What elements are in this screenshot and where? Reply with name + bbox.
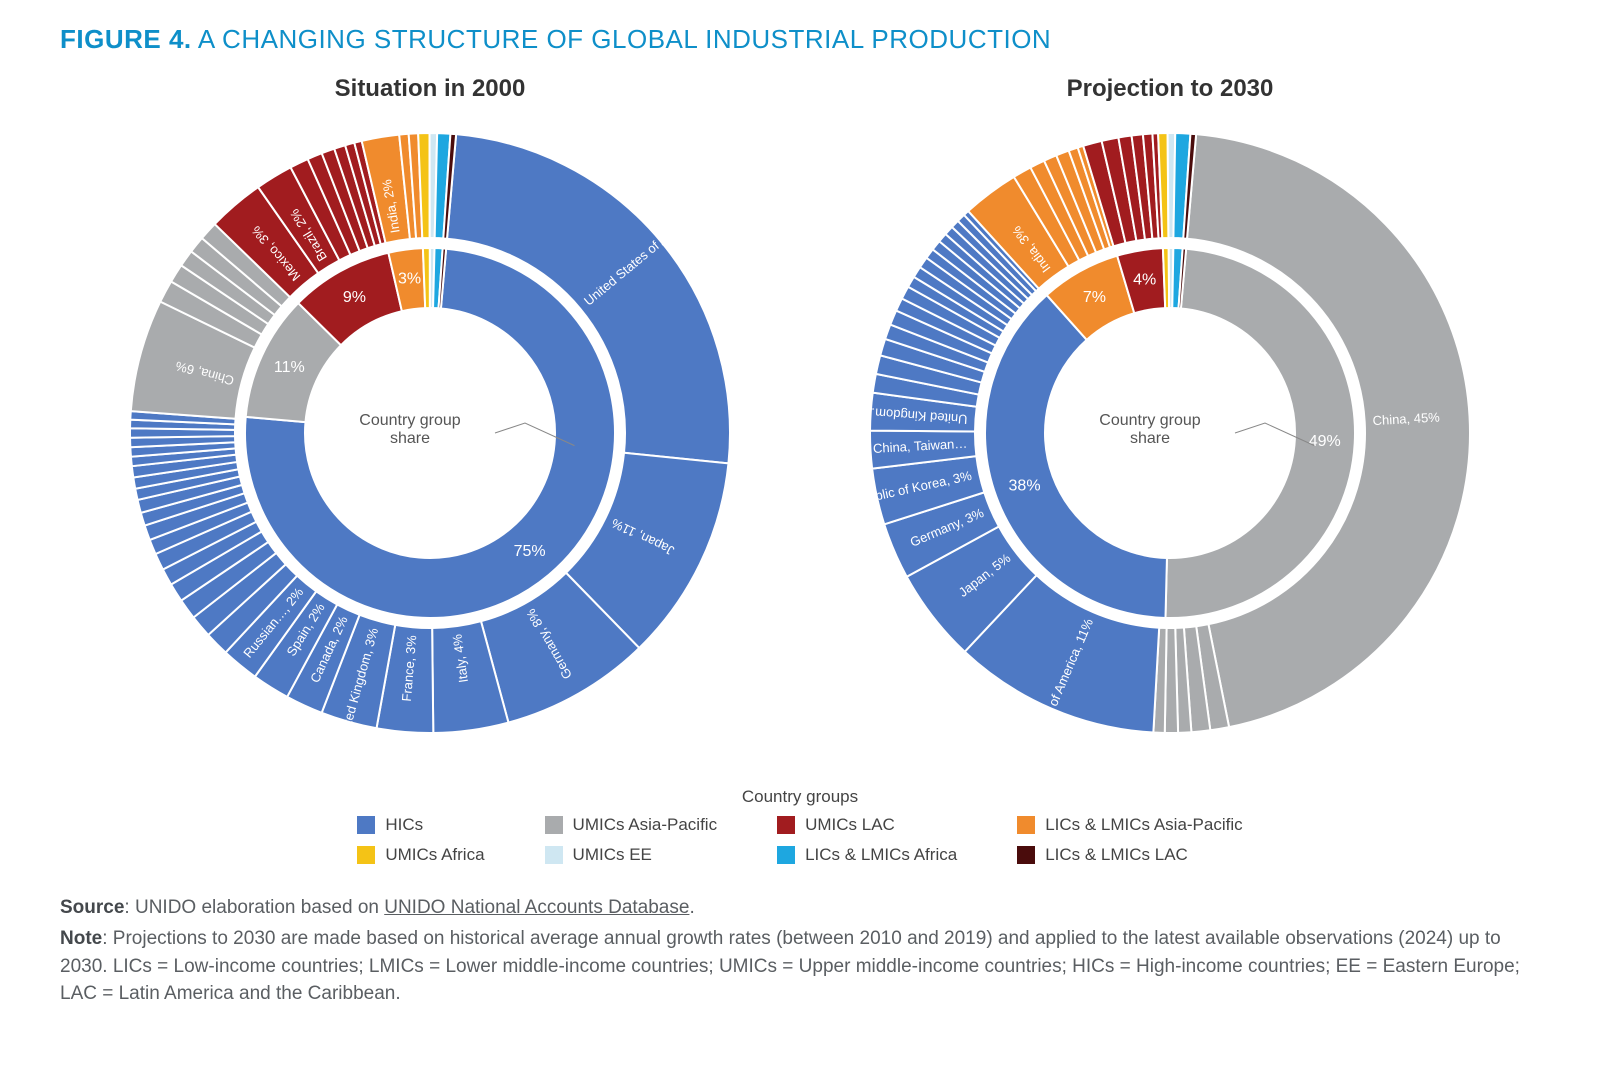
chart-left-subtitle: Situation in 2000 [335, 75, 526, 103]
legend-item: LICs & LMICs LAC [1017, 845, 1242, 865]
source-before: : UNIDO elaboration based on [124, 897, 384, 918]
donut-chart-2030: 49%38%7%4%China, 45%United States of Ame… [850, 113, 1490, 753]
charts-row: Situation in 2000 75%11%9%3%United State… [60, 75, 1540, 775]
legend-label: LICs & LMICs Africa [805, 845, 957, 865]
center-label-line: share [390, 430, 430, 447]
legend-swatch [1017, 816, 1035, 834]
figure-title-prefix: FIGURE 4. [60, 24, 192, 54]
figure-title: FIGURE 4. A CHANGING STRUCTURE OF GLOBAL… [60, 24, 1540, 55]
center-label-line: share [1130, 430, 1170, 447]
figure-title-rest: A CHANGING STRUCTURE OF GLOBAL INDUSTRIA… [192, 24, 1052, 54]
footnotes: Source: UNIDO elaboration based on UNIDO… [60, 894, 1540, 1008]
legend-label: UMICs EE [573, 845, 652, 865]
legend-item: LICs & LMICs Asia-Pacific [1017, 815, 1242, 835]
legend-label: UMICs LAC [805, 815, 895, 835]
legend-swatch [357, 816, 375, 834]
legend-item: UMICs Africa [357, 845, 484, 865]
legend-swatch [777, 846, 795, 864]
legend-grid: HICs UMICs Asia-Pacific UMICs LAC LICs & LM… [60, 815, 1540, 866]
legend-label: UMICs Africa [385, 845, 484, 865]
legend-swatch [777, 816, 795, 834]
legend-label: LICs & LMICs LAC [1045, 845, 1188, 865]
legend-swatch [545, 816, 563, 834]
legend-label: HICs [385, 815, 423, 835]
legend-swatch [545, 846, 563, 864]
legend-label: UMICs Asia-Pacific [573, 815, 718, 835]
source-link[interactable]: UNIDO National Accounts Database [384, 897, 689, 918]
center-label-line: Country group [1099, 412, 1200, 429]
center-label-line: Country group [359, 412, 460, 429]
legend-item: UMICs LAC [777, 815, 957, 835]
inner-ring-label: 38% [1009, 478, 1041, 495]
chart-left-cell: Situation in 2000 75%11%9%3%United State… [80, 75, 780, 775]
source-after: . [689, 897, 694, 918]
inner-ring-label: 7% [1083, 289, 1106, 306]
inner-ring-label: 9% [343, 289, 366, 306]
legend-title: Country groups [60, 787, 1540, 807]
source-label: Source [60, 897, 124, 918]
inner-ring-label: 11% [274, 359, 305, 376]
inner-ring-label: 49% [1309, 433, 1341, 450]
legend-swatch [357, 846, 375, 864]
legend-item: UMICs EE [545, 845, 718, 865]
note-line: Note: Projections to 2030 are made based… [60, 925, 1540, 1008]
donut-chart-2000: 75%11%9%3%United States of America, 25%J… [110, 113, 750, 753]
chart-right-subtitle: Projection to 2030 [1067, 75, 1274, 103]
legend-swatch [1017, 846, 1035, 864]
source-line: Source: UNIDO elaboration based on UNIDO… [60, 894, 1540, 922]
legend-item: UMICs Asia-Pacific [545, 815, 718, 835]
inner-ring-label: 3% [398, 271, 421, 288]
legend-item: HICs [357, 815, 484, 835]
note-text: : Projections to 2030 are made based on … [60, 928, 1520, 1004]
inner-slice [423, 248, 430, 308]
inner-ring-label: 75% [514, 543, 546, 560]
figure-container: FIGURE 4. A CHANGING STRUCTURE OF GLOBAL… [0, 0, 1600, 1086]
note-label: Note [60, 928, 102, 949]
chart-right-cell: Projection to 2030 49%38%7%4%China, 45%U… [820, 75, 1520, 775]
legend-label: LICs & LMICs Asia-Pacific [1045, 815, 1242, 835]
legend-item: LICs & LMICs Africa [777, 845, 957, 865]
inner-ring-label: 4% [1133, 271, 1156, 288]
